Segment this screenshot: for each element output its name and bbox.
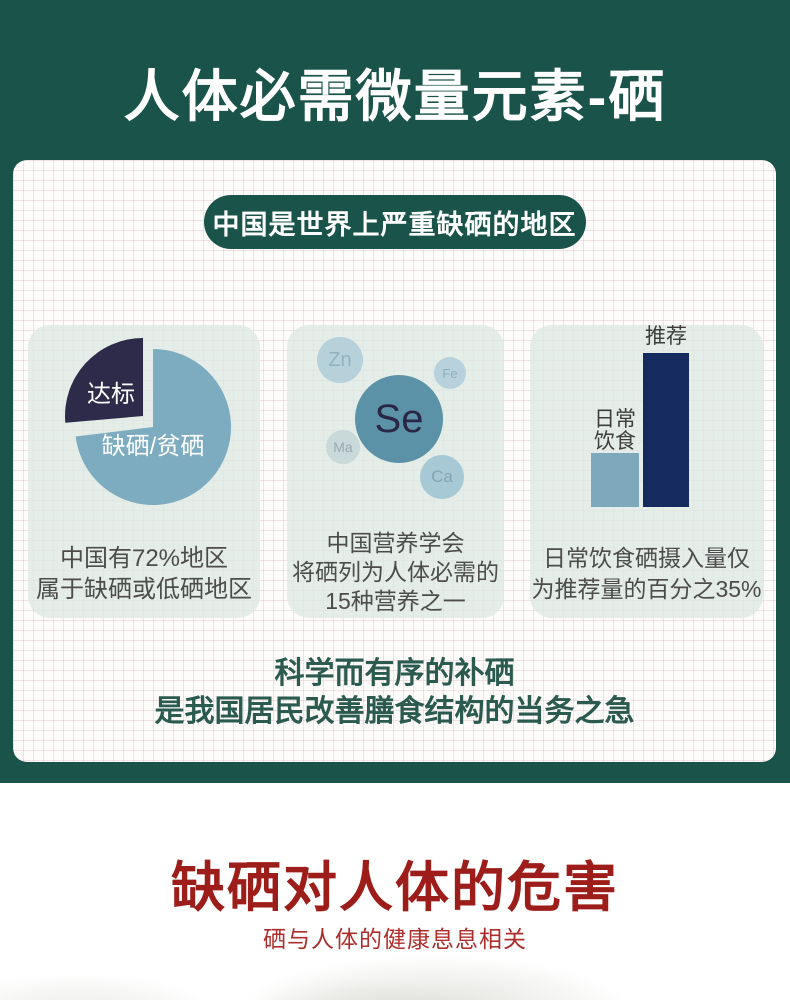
bar-label-daily-line2: 饮食	[594, 430, 636, 453]
bar-chart-card: 推荐 日常 饮食 日常饮食硒摄入量仅 为推荐量的百分之35%	[530, 325, 763, 618]
bubble-caption: 中国营养学会 将硒列为人体必需的 15种营养之一	[276, 529, 515, 616]
calcium-bubble: Ca	[420, 455, 464, 499]
statement-text: 科学而有序的补硒 是我国居民改善膳食结构的当务之急	[13, 655, 776, 731]
harm-title: 缺硒对人体的危害	[171, 858, 619, 918]
pie-label-deficient: 缺硒/贫硒	[102, 433, 205, 460]
bubble-caption-line3: 15种营养之一	[325, 588, 466, 614]
selenium-bubble-label: Se	[374, 396, 424, 441]
selenium-bubble: Se	[355, 375, 443, 463]
pie-chart-card: 达标 缺硒/贫硒 中国有72%地区 属于缺硒或低硒地区	[28, 325, 260, 618]
statement-line1: 科学而有序的补硒	[274, 657, 515, 690]
ma-bubble-label: Ma	[333, 439, 353, 455]
pie-caption: 中国有72%地区 属于缺硒或低硒地区	[16, 543, 271, 605]
faint-photo-edge	[0, 930, 790, 1000]
pie-caption-line1: 中国有72%地区	[59, 545, 229, 572]
grid-panel: 中国是世界上严重缺硒的地区 达标 缺硒/贫硒 中国有72%地区 属于缺硒或低硒地…	[13, 160, 776, 762]
bar-caption: 日常饮食硒摄入量仅 为推荐量的百分之35%	[518, 543, 774, 605]
statement-line2: 是我国居民改善膳食结构的当务之急	[154, 695, 635, 728]
page-title: 人体必需微量元素-硒	[123, 65, 667, 128]
pie-caption-line2: 属于缺硒或低硒地区	[36, 576, 252, 603]
bar-caption-line2: 为推荐量的百分之35%	[531, 576, 762, 602]
bar-label-recommended: 推荐	[645, 325, 687, 348]
bar-daily-intake	[591, 453, 639, 507]
harm-section: 缺硒对人体的危害 硒与人体的健康息息相关	[0, 783, 790, 1000]
pie-label-met: 达标	[87, 381, 135, 408]
selenium-intro-section: 人体必需微量元素-硒 中国是世界上严重缺硒的地区 达标 缺硒/贫硒 中国有72%…	[0, 0, 790, 783]
pie-slice-met	[65, 338, 143, 423]
pie-chart: 达标 缺硒/贫硒	[65, 338, 232, 505]
banner-pill: 中国是世界上严重缺硒的地区	[203, 195, 586, 249]
zinc-bubble-label: Zn	[328, 348, 352, 371]
elements-bubble-card: Zn Fe Se Ma Ca 中国营养学会 将硒列为人体必需的 15种营养之一	[287, 325, 504, 618]
bubble-caption-line2: 将硒列为人体必需的	[292, 559, 499, 585]
bar-caption-line1: 日常饮食硒摄入量仅	[542, 545, 750, 571]
calcium-bubble-label: Ca	[431, 467, 453, 486]
bar-label-daily: 日常 饮食	[581, 409, 649, 453]
banner-pill-label: 中国是世界上严重缺硒的地区	[212, 209, 577, 240]
bar-label-daily-line1: 日常	[594, 408, 636, 431]
iron-bubble: Fe	[434, 357, 466, 389]
iron-bubble-label: Fe	[442, 365, 458, 381]
bar-recommended-intake	[643, 353, 689, 507]
bubble-caption-line1: 中国营养学会	[326, 530, 465, 556]
pie-slice-deficient	[75, 349, 232, 505]
zinc-bubble: Zn	[317, 337, 363, 383]
ma-bubble: Ma	[326, 430, 360, 464]
